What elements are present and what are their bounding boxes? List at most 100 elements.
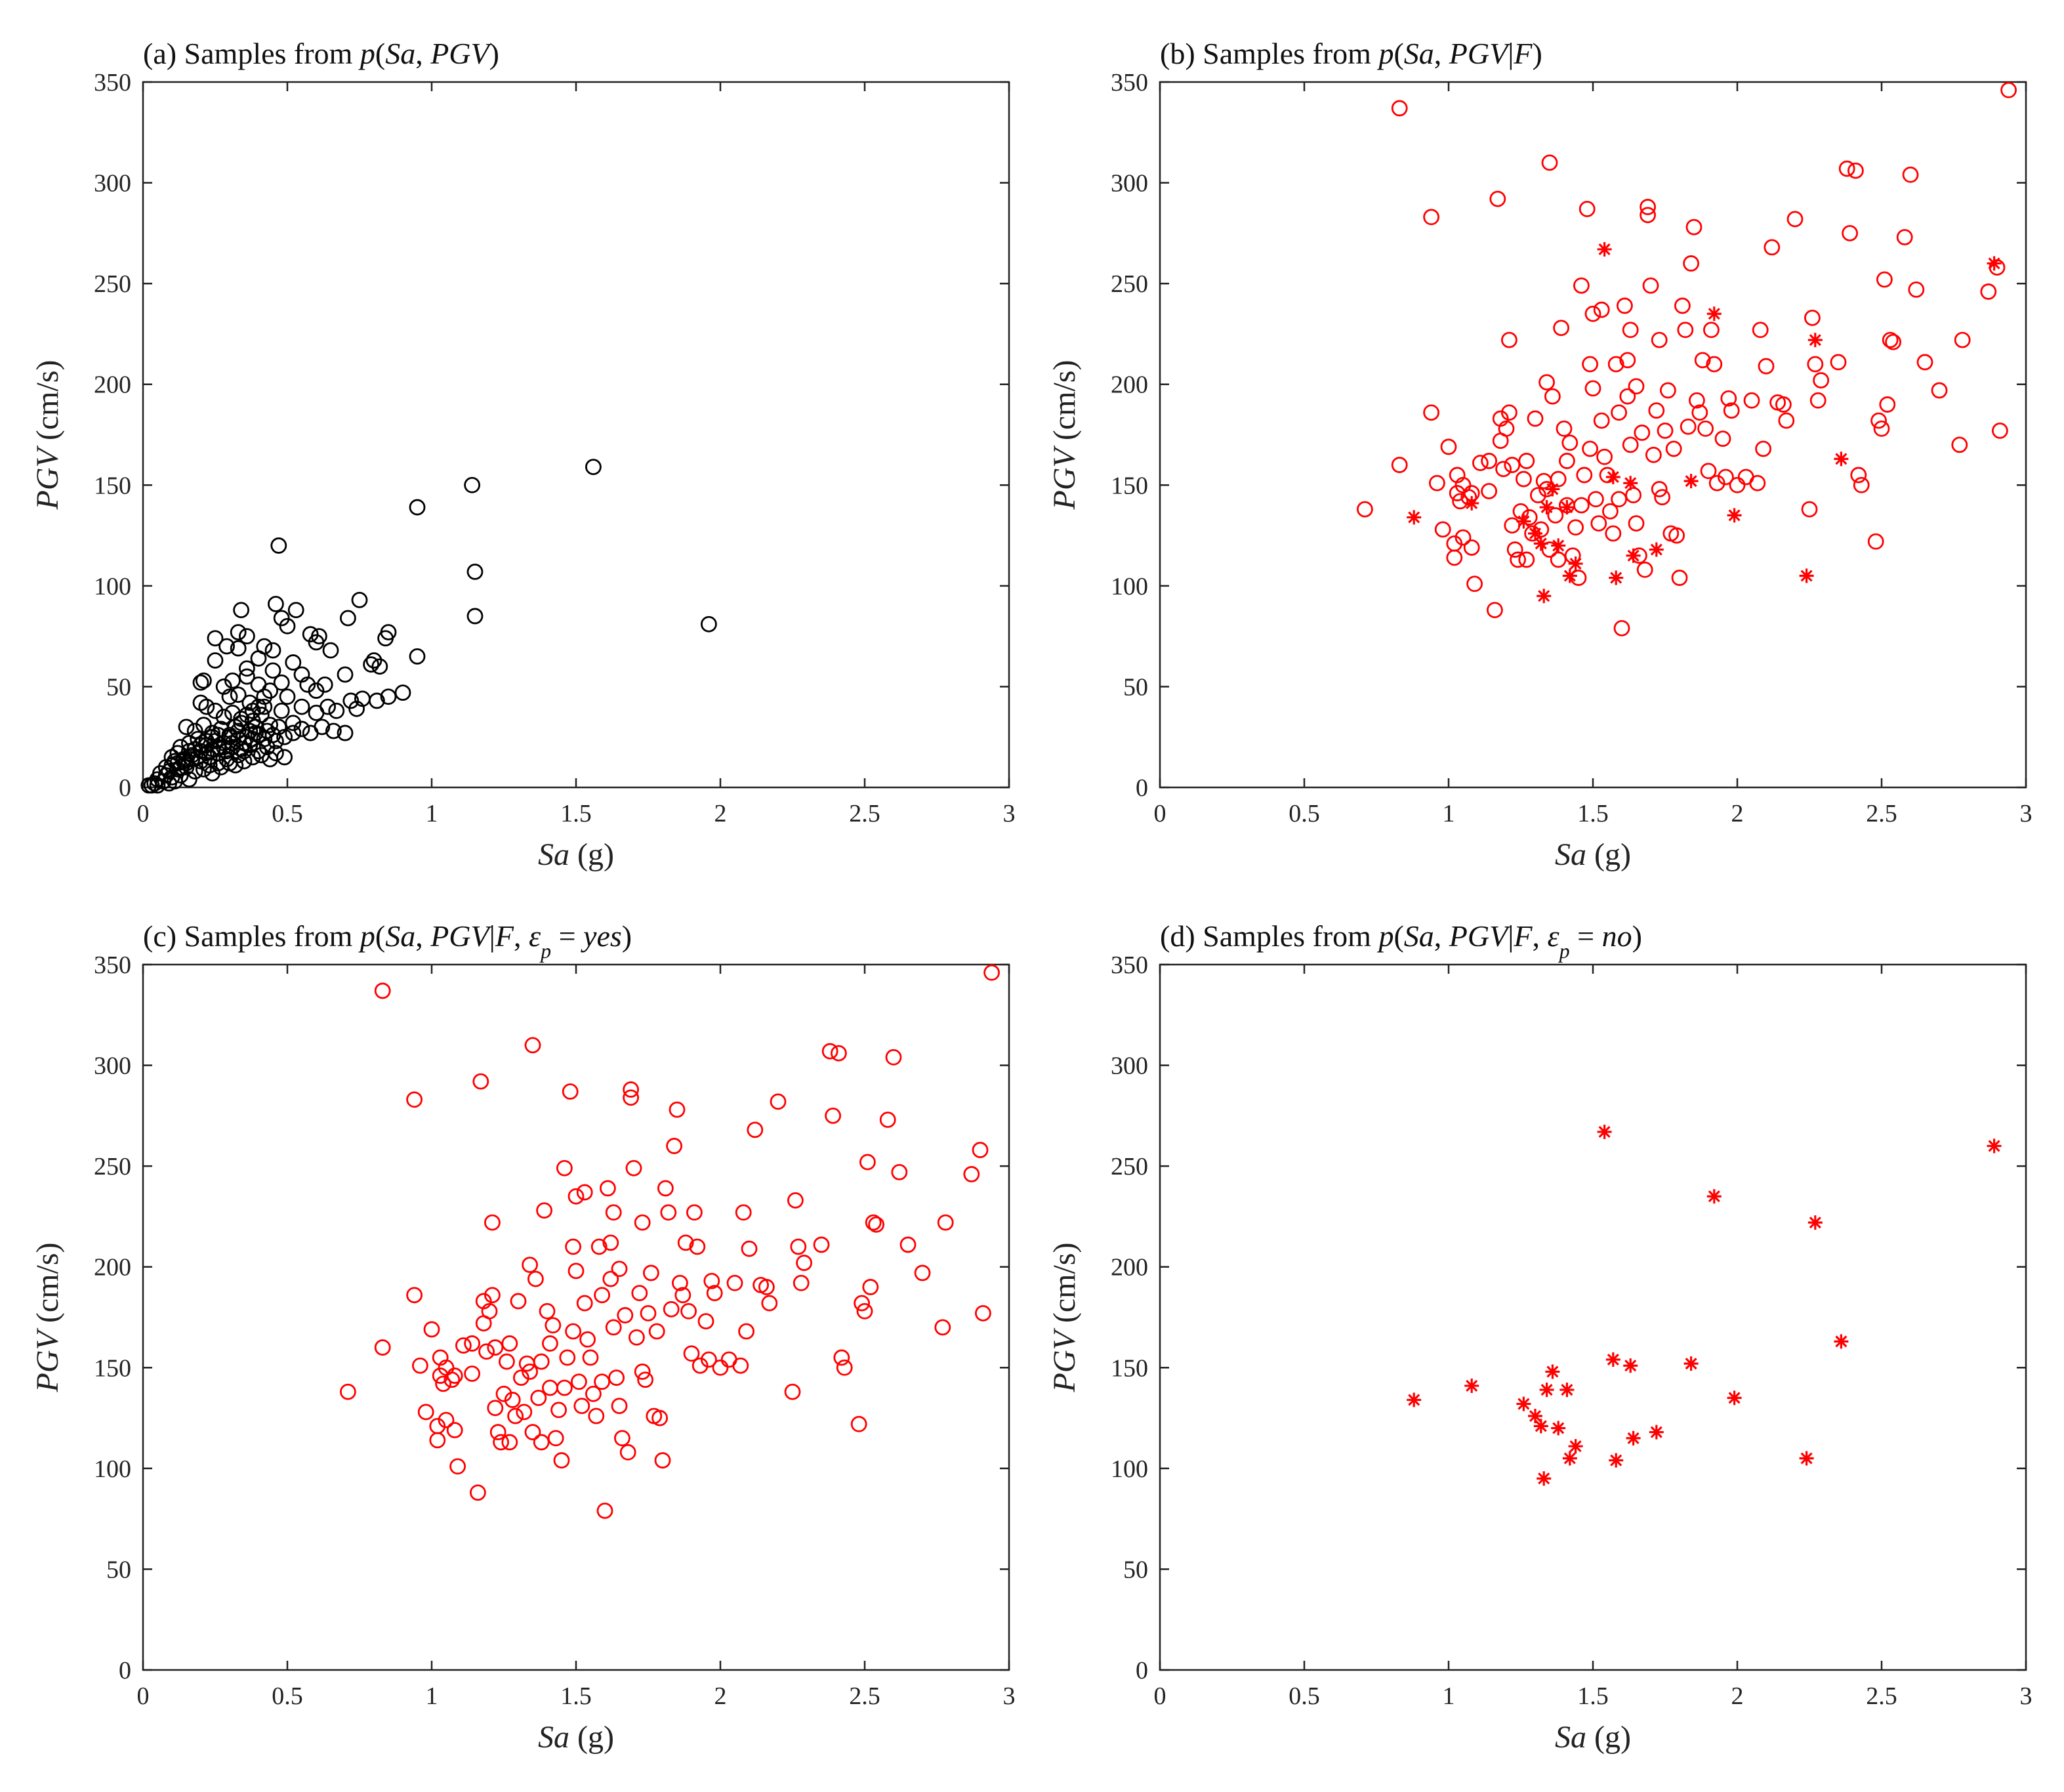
data-point <box>1611 404 1628 421</box>
data-point <box>328 702 345 719</box>
data-point <box>1640 199 1657 215</box>
data-point <box>247 719 264 736</box>
data-point <box>1607 356 1624 373</box>
data-point <box>293 720 310 738</box>
axes-frame <box>1159 963 2027 1671</box>
data-point <box>374 1339 391 1356</box>
data-point <box>1486 602 1503 619</box>
series-eps_yes <box>1356 81 2017 636</box>
data-point <box>1619 388 1636 405</box>
data-point <box>1521 509 1538 526</box>
data-point <box>741 1240 758 1257</box>
x-axis-unit: (g) <box>1586 1720 1631 1755</box>
data-point <box>614 1430 630 1447</box>
data-point <box>507 1407 524 1425</box>
x-axis-var: Sa <box>538 837 569 872</box>
x-tick-label: 0 <box>1154 800 1166 827</box>
data-point <box>1440 438 1457 455</box>
data-point <box>1680 418 1697 435</box>
data-point <box>1683 255 1700 272</box>
subplot-b: 0 0.5 1 1.5 2 2.5 3 0 50 100 150 200 250 300 350 Sa (g)… <box>1047 37 2033 872</box>
data-point <box>850 1415 867 1432</box>
data-point <box>256 698 273 715</box>
data-point <box>562 1083 579 1100</box>
data-point <box>435 1375 451 1392</box>
data-point <box>831 1045 847 1062</box>
y-axis-unit: (cm/s) <box>30 1243 65 1331</box>
data-point <box>1697 420 1714 437</box>
subplot-a: 0 0.5 1 1.5 2 2.5 3 0 50 100 150 200 250 300 350 Sa (g)… <box>30 37 1016 872</box>
data-point <box>1649 542 1664 557</box>
data-point <box>256 688 273 705</box>
data-point <box>553 1452 570 1469</box>
data-point <box>594 1287 610 1304</box>
data-point <box>1528 1409 1542 1423</box>
data-point <box>446 1422 463 1438</box>
data-point <box>406 1287 423 1304</box>
data-point <box>1809 392 1827 409</box>
data-point <box>524 1037 541 1054</box>
data-point <box>1559 500 1575 515</box>
data-point <box>1879 396 1896 413</box>
data-point <box>1541 541 1558 558</box>
data-point <box>697 1313 714 1330</box>
y-axis-label: PGV (cm/s) <box>1047 1243 1082 1393</box>
data-point <box>241 694 258 711</box>
data-point <box>1391 100 1408 117</box>
data-point <box>972 1142 989 1158</box>
data-point <box>293 698 310 715</box>
x-tick-label: 1 <box>426 800 438 827</box>
data-point <box>1609 1453 1624 1468</box>
data-point <box>1671 570 1688 586</box>
data-point <box>629 1329 645 1346</box>
data-point <box>1649 1425 1664 1440</box>
x-axis-var: Sa <box>1555 1720 1586 1755</box>
x-tick-label: 2 <box>714 1682 727 1710</box>
data-point <box>1605 525 1622 542</box>
data-point <box>369 692 385 709</box>
data-point <box>825 1107 841 1124</box>
data-point <box>1582 440 1599 457</box>
data-point <box>611 1398 628 1415</box>
data-point <box>201 757 218 774</box>
data-point <box>522 1257 538 1274</box>
data-point <box>207 630 224 647</box>
y-axis-unit: (cm/s) <box>1047 1243 1082 1331</box>
x-tick-label: 1 <box>1443 800 1455 827</box>
data-point <box>1556 420 1573 437</box>
data-point <box>1657 422 1674 439</box>
data-point <box>1645 446 1662 463</box>
data-point <box>429 1432 446 1449</box>
y-tick-label: 50 <box>1123 1556 1148 1583</box>
data-point <box>1541 154 1558 171</box>
y-axis-unit: (cm/s) <box>30 360 65 449</box>
data-point <box>1727 1390 1742 1406</box>
data-point <box>975 1304 991 1322</box>
data-point <box>1516 1396 1531 1411</box>
y-axis-label: PGV (cm/s) <box>30 360 65 511</box>
y-tick-label: 200 <box>94 371 131 399</box>
data-point <box>1626 548 1641 563</box>
title-prefix: (a) Samples from <box>143 37 360 70</box>
data-point <box>1867 533 1884 550</box>
data-point <box>1804 309 1821 326</box>
data-point <box>1625 487 1642 504</box>
data-point <box>314 719 331 736</box>
x-axis-label: Sa (g) <box>538 1720 614 1755</box>
data-point <box>1807 1215 1823 1230</box>
data-point <box>510 1293 527 1310</box>
data-point <box>1691 404 1708 421</box>
data-point <box>310 628 327 645</box>
data-point <box>631 1285 648 1302</box>
data-point <box>1616 297 1633 314</box>
data-point <box>565 1238 581 1255</box>
data-point <box>1544 388 1561 405</box>
data-point <box>539 1302 556 1320</box>
data-point <box>1472 455 1489 471</box>
data-point <box>1481 483 1498 499</box>
data-point <box>533 1434 550 1451</box>
data-point <box>1516 514 1531 529</box>
data-point <box>273 610 290 627</box>
data-point <box>230 640 247 657</box>
